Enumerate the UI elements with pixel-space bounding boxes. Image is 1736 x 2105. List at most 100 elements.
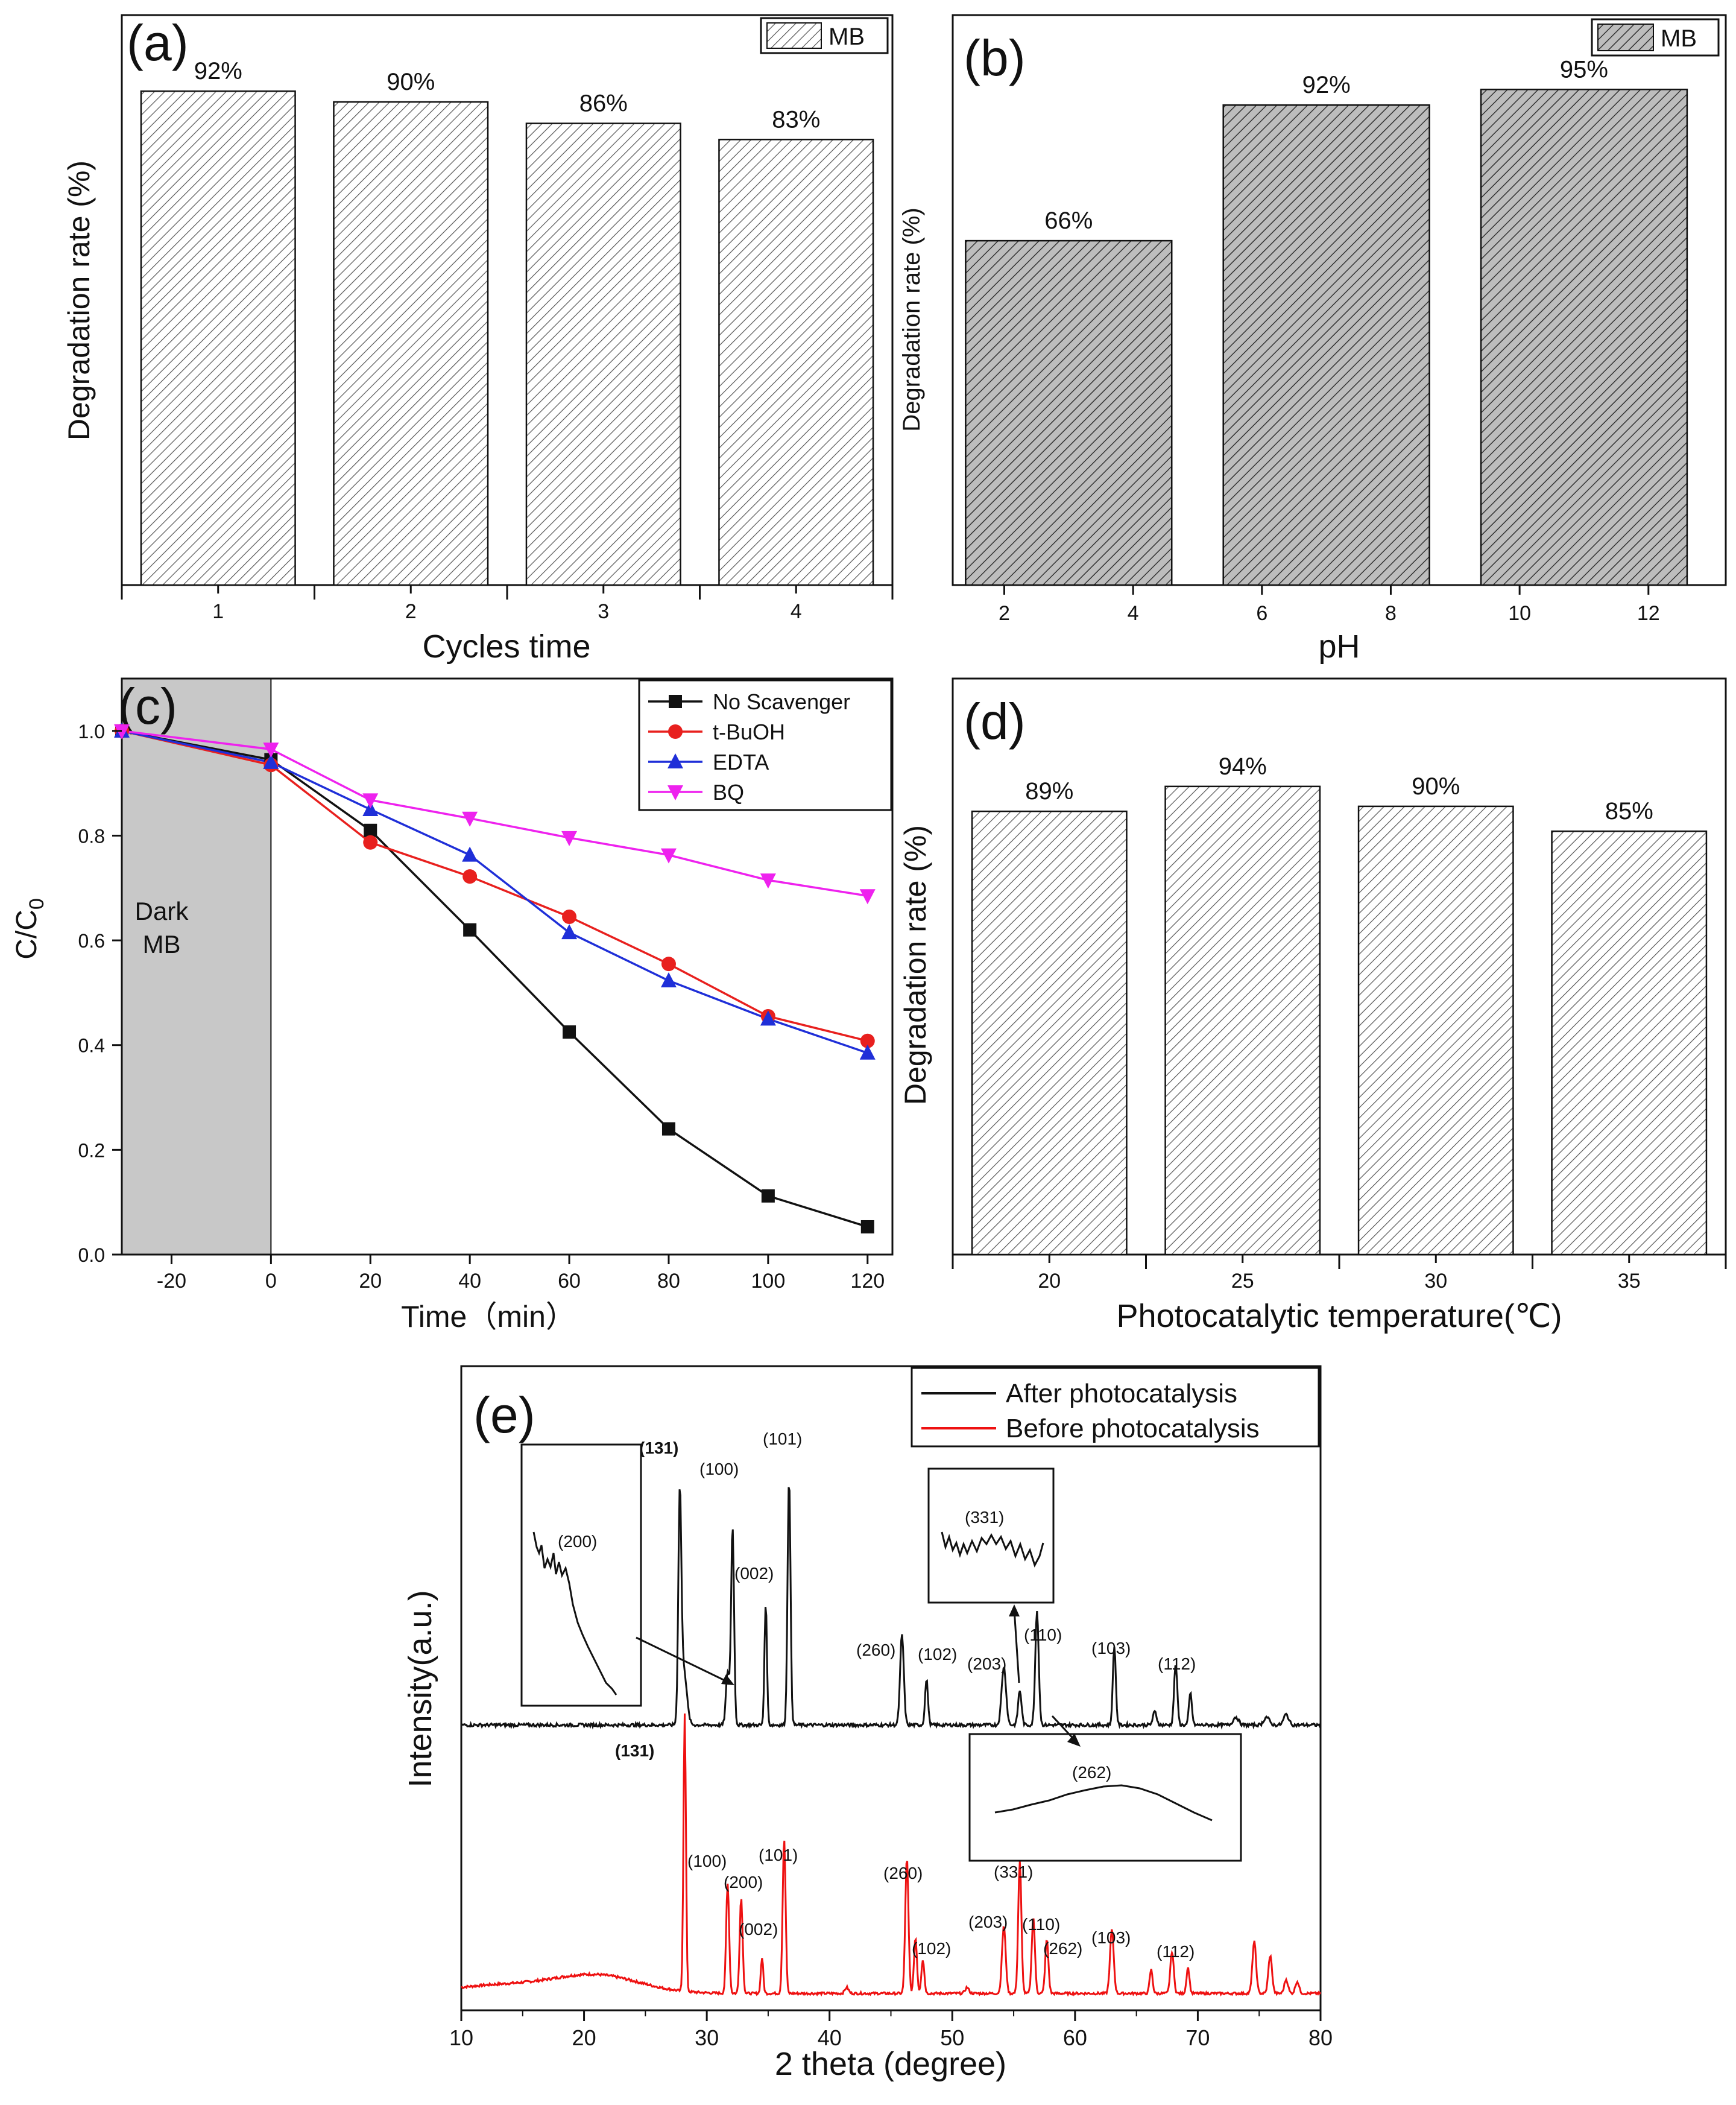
panel-c-xtick-label-40: 40 (458, 1270, 481, 1293)
panel-a-xtick-label-4: 4 (791, 600, 802, 623)
panel-b-legend-swatch (1597, 24, 1654, 51)
inset-262-frame (968, 1733, 1242, 1862)
panel-d-bar-30 (1357, 805, 1514, 1256)
panel-c-point-1-2 (363, 835, 378, 850)
panel-c-legend-label-3: BQ (713, 780, 744, 805)
panel-d-bar-chart: (d) 89% 94% 90% 85% 20 25 30 35 Photocatalytic… (898, 677, 1727, 1334)
panel-e-before-curve (461, 1713, 1322, 1997)
inset-200-label: (200) (558, 1532, 597, 1551)
panel-c-dark-region-fill (121, 678, 272, 1255)
panel-a-legend: MB (760, 17, 889, 54)
panel-d-xtick-label-25: 25 (1231, 1270, 1254, 1293)
panel-b-xtick-label-2: 2 (999, 602, 1010, 625)
peak-label-after-100: (100) (699, 1460, 739, 1478)
panel-c-point-2-4 (561, 924, 578, 940)
inset-200-curve (532, 1531, 617, 1695)
panel-b-xtick-label-8: 8 (1385, 602, 1397, 625)
panel-e-xtick-label-80: 80 (1308, 2025, 1333, 2050)
panel-e-xtick-label-20: 20 (572, 2025, 596, 2050)
panel-d-value-label-20: 89% (1025, 778, 1073, 805)
panel-b-bar-1 (1222, 104, 1430, 586)
peak-label-after-102: (102) (918, 1645, 957, 1663)
peak-label-before-112: (112) (1157, 1942, 1195, 1961)
panel-c-legend-marker-1 (668, 724, 683, 739)
panel-c-point-0-6 (761, 1189, 775, 1203)
inset-200-arrow (636, 1636, 730, 1684)
panel-b-xtick-label-10: 10 (1508, 602, 1531, 625)
peak-label-before-331: (331) (994, 1863, 1033, 1881)
panel-a-bar-3 (525, 122, 681, 586)
panel-d-xtick-label-35: 35 (1618, 1270, 1641, 1293)
panel-a-xtick-label-3: 3 (598, 600, 609, 623)
panel-c-point-3-6 (760, 873, 776, 889)
peak-label-after-203: (203) (967, 1654, 1006, 1673)
panel-e-xlabel: 2 theta (degree) (775, 2046, 1006, 2082)
panel-d-value-labels: 89% 94% 90% 85% (1025, 753, 1653, 825)
panel-c-point-2-1 (263, 753, 279, 769)
panel-d-bar-25 (1164, 785, 1321, 1256)
peak-label-before-101: (101) (759, 1846, 798, 1864)
peak-label-before-200: (200) (724, 1873, 763, 1891)
panel-c-point-3-7 (859, 889, 876, 905)
panel-b-bars (965, 89, 1688, 586)
panel-d-xtick-label-20: 20 (1038, 1270, 1061, 1293)
panel-e-inset-200: (200) (520, 1443, 734, 1707)
panel-c-series-lines (121, 730, 868, 1228)
panel-c-point-1-7 (860, 1033, 875, 1048)
panel-b-label: (b) (964, 30, 1026, 86)
panel-a-legend-swatch (766, 22, 822, 49)
inset-200-frame (520, 1443, 642, 1707)
panel-a-legend-label: MB (829, 24, 865, 50)
inset-262-label: (262) (1072, 1763, 1111, 1782)
inset-331-arrowhead (1009, 1604, 1020, 1616)
panel-c-xtick-label-60: 60 (558, 1270, 581, 1293)
panel-a-label: (a) (127, 14, 189, 71)
panel-e-after-curve (460, 1487, 1322, 1730)
panel-b-value-label-2: 95% (1560, 56, 1608, 83)
panel-c-point-3-2 (362, 793, 379, 809)
panel-c-point-2-2 (362, 801, 379, 817)
inset-262-curve (994, 1784, 1213, 1822)
panel-e-xtick-label-70: 70 (1185, 2025, 1210, 2050)
panel-c-point-1-5 (661, 957, 676, 972)
panel-e-series-lines (460, 1487, 1322, 1997)
inset-331-curve (941, 1531, 1044, 1568)
panel-c-line-chart: (c) Dark MB -20 0 20 40 60 80 100 120 0.00.20.4… (11, 677, 894, 1334)
panel-c-dark-label-1: Dark (135, 897, 189, 925)
peak-label-before-203: (203) (968, 1913, 1008, 1931)
panel-e-legend-frame (911, 1367, 1320, 1448)
panel-c-point-1-4 (562, 910, 577, 925)
panel-c-xtick-label-80: 80 (657, 1270, 680, 1293)
panel-e-xtick-label-40: 40 (818, 2025, 842, 2050)
panel-c-point-3-5 (660, 848, 677, 864)
panel-a-bar-1 (140, 90, 296, 586)
panel-e-xtick-label-50: 50 (940, 2025, 964, 2050)
peak-label-after-260: (260) (856, 1641, 895, 1659)
peak-label-after-112: (112) (1158, 1654, 1196, 1673)
panel-b-value-labels: 66% 92% 95% (1044, 56, 1608, 234)
panel-c-point-3-4 (561, 831, 578, 846)
panel-c-point-3-1 (263, 742, 279, 758)
panel-a-ylabel: Degradation rate (%) (62, 160, 96, 440)
panel-a-xlabel: Cycles time (422, 628, 590, 665)
panel-b-xtick-label-4: 4 (1128, 602, 1139, 625)
panel-c-dark-region (121, 678, 272, 1255)
panel-a-bar-2 (333, 101, 489, 586)
panel-c-point-0-4 (563, 1025, 576, 1039)
panel-c-point-0-7 (860, 1220, 874, 1233)
panel-e-xtick-label-60: 60 (1063, 2025, 1087, 2050)
panel-b-xtick-label-6: 6 (1256, 602, 1267, 625)
panel-b-ylabel: Degradation rate (%) (898, 207, 925, 431)
panel-c-line-3 (121, 730, 868, 897)
panel-d-bar-35 (1551, 830, 1708, 1256)
peak-label-after-103: (103) (1091, 1639, 1131, 1657)
panel-e-label: (e) (473, 1387, 535, 1443)
peak-label-before-002: (002) (739, 1920, 778, 1939)
panel-c-xtick-label-0: 0 (265, 1270, 277, 1293)
panel-c-point-1-3 (462, 869, 478, 884)
panel-c-xticks: -20 0 20 40 60 80 100 120 (157, 1255, 885, 1293)
panel-b-xticks: 2 4 6 8 10 12 (999, 585, 1660, 625)
panel-c-line-0 (121, 730, 868, 1228)
panel-c-xtick-label-20: 20 (359, 1270, 382, 1293)
